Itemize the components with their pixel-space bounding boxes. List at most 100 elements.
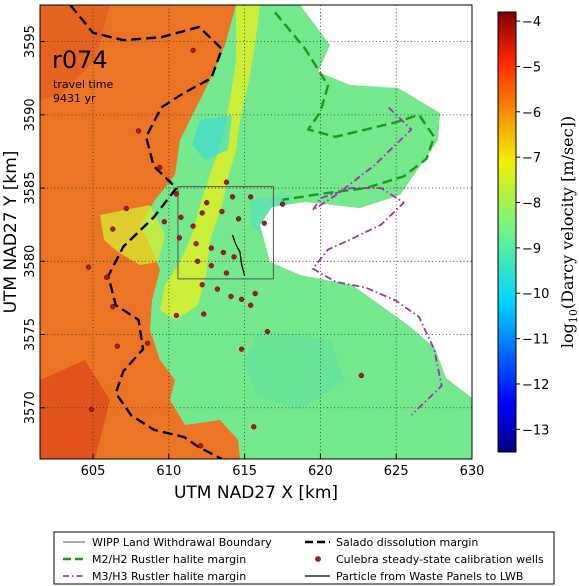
velocity-field-red-southwest — [40, 360, 110, 459]
legend-label-salado: Salado dissolution margin — [336, 536, 478, 549]
calibration-well — [194, 258, 201, 264]
calibration-well — [223, 270, 230, 276]
velocity-field-outside-white — [260, 5, 472, 398]
colorbar-label: log10(Darcy velocity [m/sec]) — [558, 116, 579, 348]
calibration-well — [229, 194, 236, 200]
velocity-field-yellow-band — [160, 5, 260, 320]
m3h3-margin — [311, 106, 443, 416]
y-tick-label: 3595 — [23, 25, 38, 58]
lwb-boundary — [177, 186, 274, 280]
calibration-well — [248, 194, 254, 200]
y-tick-label: 3580 — [23, 245, 38, 278]
legend-label-particle: Particle from Waste Panels to LWB — [336, 570, 523, 583]
colorbar-tick-label: −9 — [522, 242, 541, 257]
calibration-well — [199, 282, 205, 288]
velocity-field — [40, 5, 472, 459]
calibration-well — [193, 241, 199, 247]
colorbar-tick-label: −11 — [522, 333, 549, 348]
velocity-field-red-north — [40, 5, 110, 100]
x-tick-label: 605 — [81, 464, 106, 479]
calibration-well — [214, 286, 220, 292]
calibration-well — [114, 343, 120, 349]
velocity-field-yellow-west — [100, 205, 165, 265]
calibration-well — [178, 214, 184, 221]
legend-label-lwb: WIPP Land Withdrawal Boundary — [92, 536, 272, 549]
calibration-well — [190, 47, 196, 54]
calibration-well — [251, 424, 257, 430]
calibration-well — [199, 210, 205, 216]
calibration-well — [201, 311, 207, 317]
margin-lines — [69, 5, 443, 459]
run-id-label: r074 — [52, 46, 108, 74]
y-tick-label: 3585 — [23, 172, 38, 205]
calibration-well — [235, 216, 242, 222]
calibration-well — [123, 205, 130, 212]
colorbar-label-sub: 10 — [567, 309, 579, 323]
legend-label-m2h2: M2/H2 Rustler halite margin — [92, 553, 246, 566]
y-tick-label: 3575 — [23, 318, 38, 351]
calibration-well — [157, 164, 163, 171]
calibration-well — [173, 312, 180, 319]
colorbar-tick-label: −12 — [522, 378, 549, 393]
calibration-well — [219, 208, 225, 215]
colorbar-ticks: −4 −5 −6 −7 −8 −9 −10 −11 −12 −13 — [516, 15, 549, 438]
colorbar-label-rest: (Darcy velocity [m/sec]) — [558, 116, 577, 309]
y-tick-label: 3570 — [23, 391, 38, 424]
colorbar — [497, 11, 517, 453]
calibration-well — [161, 219, 167, 225]
x-tick-label: 630 — [460, 464, 485, 479]
legend-label-m3h3: M3/H3 Rustler halite margin — [92, 570, 246, 583]
calibration-well — [144, 340, 151, 346]
legend-label-wells: Culebra steady-state calibration wells — [336, 553, 544, 566]
colorbar-tick-label: −4 — [522, 15, 541, 30]
m2h2-margin — [274, 11, 436, 201]
colorbar-tick-label: −5 — [522, 60, 541, 75]
velocity-field-cyan-patch — [192, 115, 232, 160]
calibration-well — [264, 328, 271, 335]
x-tick-label: 620 — [308, 464, 333, 479]
calibration-well — [208, 245, 214, 251]
plot-frame — [39, 4, 473, 460]
colorbar-tick-label: −13 — [522, 423, 549, 438]
calibration-well — [176, 235, 183, 241]
calibration-well — [358, 372, 364, 379]
colorbar-tick-label: −7 — [522, 151, 541, 166]
calibration-well — [110, 304, 116, 310]
calibration-well — [110, 226, 116, 232]
calibration-well — [88, 406, 95, 412]
colorbar-label-log: log — [558, 323, 577, 348]
colorbar-tick-label: −6 — [522, 106, 541, 121]
legend-frame — [53, 531, 555, 585]
calibration-well — [173, 191, 180, 197]
velocity-field-south-green — [245, 330, 345, 410]
y-axis-ticks: 3570 3575 3580 3585 3590 3595 — [23, 25, 45, 424]
travel-time-label: travel time — [53, 78, 113, 91]
calibration-well — [204, 200, 210, 206]
calibration-well — [190, 223, 196, 229]
grid-lines — [40, 5, 472, 459]
x-tick-label: 625 — [384, 464, 409, 479]
legend-swatch-wells — [315, 556, 321, 562]
calibration-well — [231, 254, 237, 260]
calibration-well — [228, 293, 234, 300]
x-tick-label: 610 — [156, 464, 181, 479]
particle-path — [231, 234, 246, 277]
calibration-well — [220, 249, 227, 256]
colorbar-tick-label: −10 — [522, 287, 549, 302]
calibration-well — [135, 128, 142, 134]
x-tick-label: 615 — [232, 464, 257, 479]
legend: WIPP Land Withdrawal Boundary Salado dis… — [53, 531, 555, 585]
calibration-well — [85, 264, 92, 270]
calibration-well — [104, 274, 110, 281]
calibration-well — [248, 302, 254, 308]
calibration-well — [252, 290, 258, 297]
x-axis-label: UTM NAD27 X [km] — [174, 483, 338, 503]
y-axis-label: UTM NAD27 Y [km] — [1, 151, 21, 314]
calibration-well — [223, 179, 230, 185]
calibration-well — [279, 201, 286, 207]
x-axis-ticks: 605 610 615 620 625 630 — [81, 454, 485, 479]
colorbar-tick-label: −8 — [522, 197, 541, 212]
travel-time-value: 9431 yr — [53, 92, 96, 105]
calibration-well — [261, 220, 267, 226]
calibration-wells — [85, 47, 364, 449]
